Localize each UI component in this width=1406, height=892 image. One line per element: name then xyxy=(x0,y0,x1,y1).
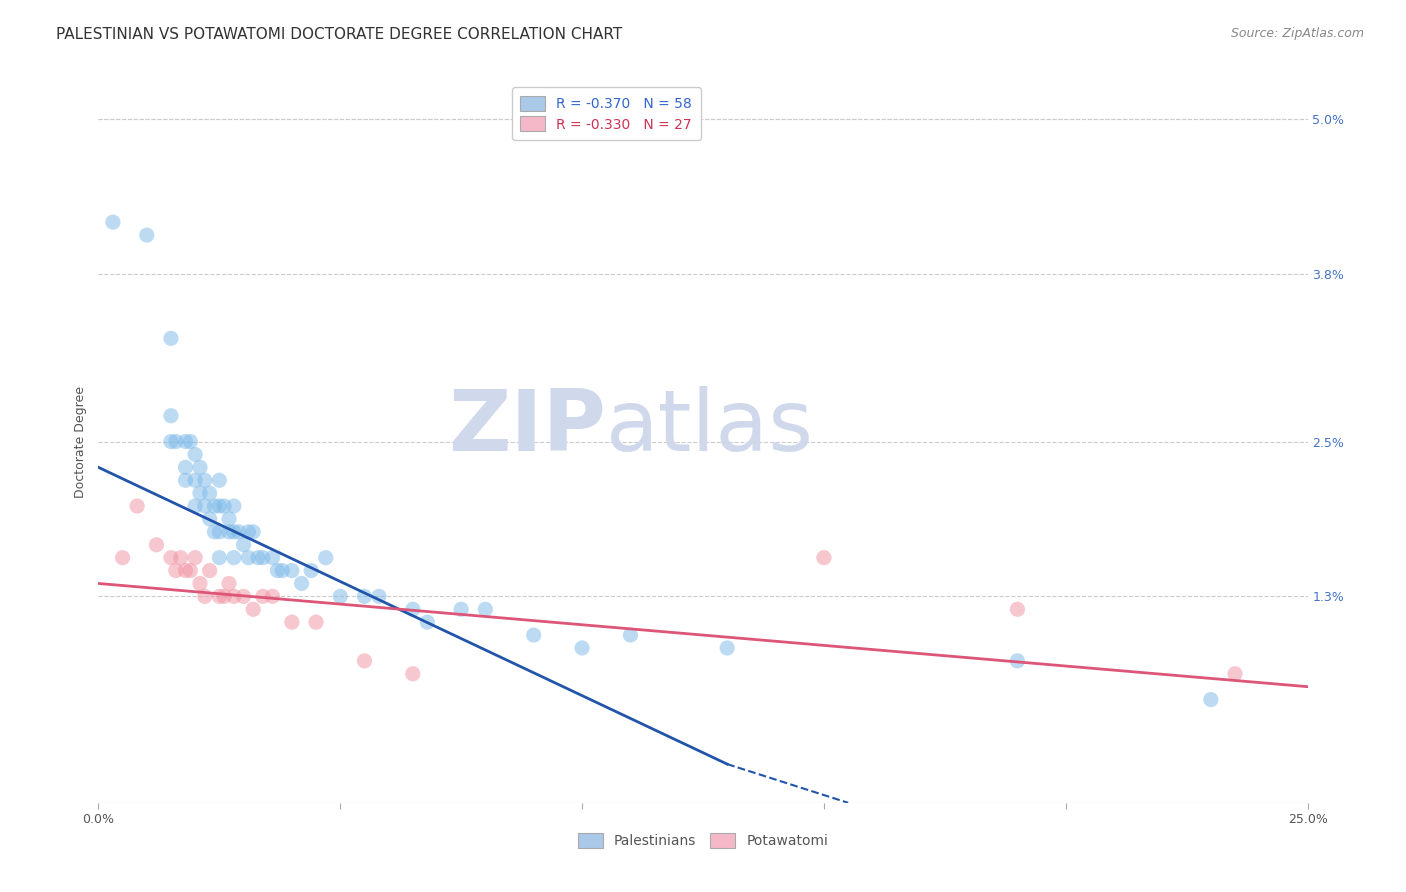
Point xyxy=(135,228,157,243)
Point xyxy=(208,473,231,487)
Point xyxy=(160,331,183,345)
Point xyxy=(329,590,352,604)
Point xyxy=(353,590,375,604)
Point xyxy=(179,434,201,449)
Point xyxy=(232,538,254,552)
Point xyxy=(204,524,226,539)
Point xyxy=(184,447,207,461)
Point xyxy=(194,499,217,513)
Point xyxy=(252,590,274,604)
Point xyxy=(222,499,245,513)
Point xyxy=(222,524,245,539)
Point xyxy=(160,409,183,423)
Point xyxy=(127,499,149,513)
Point xyxy=(111,550,134,565)
Point xyxy=(208,590,231,604)
Point xyxy=(160,434,183,449)
Point xyxy=(271,564,294,578)
Point xyxy=(174,434,197,449)
Point xyxy=(450,602,472,616)
Point xyxy=(198,486,221,500)
Point xyxy=(238,524,260,539)
Point xyxy=(169,550,191,565)
Y-axis label: Doctorate Degree: Doctorate Degree xyxy=(75,385,87,498)
Point xyxy=(188,486,211,500)
Point xyxy=(174,564,197,578)
Point xyxy=(353,654,375,668)
Point xyxy=(299,564,322,578)
Point xyxy=(222,550,245,565)
Point xyxy=(165,434,187,449)
Point xyxy=(218,576,240,591)
Point xyxy=(305,615,328,630)
Point xyxy=(188,460,211,475)
Point xyxy=(1223,666,1246,681)
Point xyxy=(198,564,221,578)
Point xyxy=(262,590,284,604)
Point xyxy=(716,640,738,655)
Point xyxy=(474,602,496,616)
Point xyxy=(194,473,217,487)
Point xyxy=(242,524,264,539)
Point xyxy=(1007,654,1029,668)
Point xyxy=(212,499,235,513)
Text: Source: ZipAtlas.com: Source: ZipAtlas.com xyxy=(1230,27,1364,40)
Point xyxy=(218,524,240,539)
Legend: Palestinians, Potawatomi: Palestinians, Potawatomi xyxy=(572,827,834,854)
Point xyxy=(571,640,593,655)
Text: ZIP: ZIP xyxy=(449,385,606,468)
Point xyxy=(232,590,254,604)
Point xyxy=(218,512,240,526)
Point xyxy=(145,538,167,552)
Point xyxy=(402,666,425,681)
Point xyxy=(198,512,221,526)
Point xyxy=(222,590,245,604)
Point xyxy=(1199,692,1222,706)
Point xyxy=(416,615,439,630)
Point xyxy=(179,564,201,578)
Point xyxy=(208,550,231,565)
Point xyxy=(368,590,391,604)
Point xyxy=(252,550,274,565)
Point xyxy=(101,215,124,229)
Point xyxy=(208,524,231,539)
Point xyxy=(290,576,312,591)
Point xyxy=(1007,602,1029,616)
Point xyxy=(188,576,211,591)
Point xyxy=(281,615,304,630)
Point xyxy=(160,550,183,565)
Point xyxy=(194,590,217,604)
Point xyxy=(184,473,207,487)
Point xyxy=(238,550,260,565)
Point xyxy=(228,524,250,539)
Point xyxy=(242,602,264,616)
Point xyxy=(315,550,337,565)
Point xyxy=(262,550,284,565)
Point xyxy=(204,499,226,513)
Point xyxy=(266,564,288,578)
Point xyxy=(165,564,187,578)
Point xyxy=(208,499,231,513)
Point xyxy=(523,628,546,642)
Text: atlas: atlas xyxy=(606,385,814,468)
Point xyxy=(619,628,641,642)
Point xyxy=(174,460,197,475)
Point xyxy=(813,550,835,565)
Point xyxy=(184,550,207,565)
Point xyxy=(212,590,235,604)
Text: PALESTINIAN VS POTAWATOMI DOCTORATE DEGREE CORRELATION CHART: PALESTINIAN VS POTAWATOMI DOCTORATE DEGR… xyxy=(56,27,623,42)
Point xyxy=(247,550,270,565)
Point xyxy=(174,473,197,487)
Point xyxy=(402,602,425,616)
Point xyxy=(184,499,207,513)
Point xyxy=(281,564,304,578)
